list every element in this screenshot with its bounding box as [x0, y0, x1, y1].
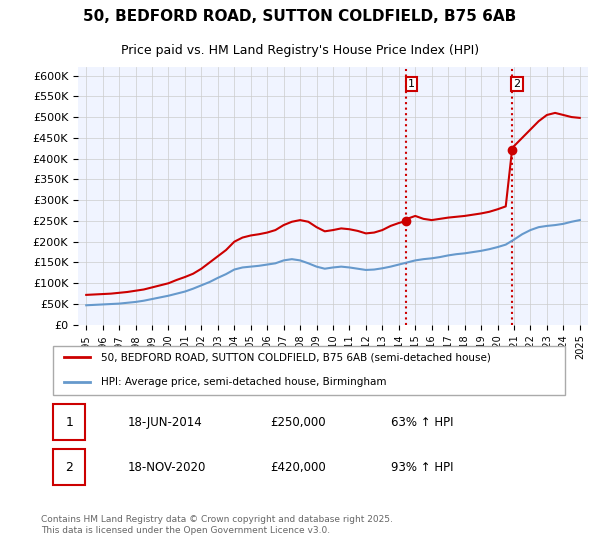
Text: 50, BEDFORD ROAD, SUTTON COLDFIELD, B75 6AB: 50, BEDFORD ROAD, SUTTON COLDFIELD, B75 … [83, 10, 517, 24]
Text: Price paid vs. HM Land Registry's House Price Index (HPI): Price paid vs. HM Land Registry's House … [121, 44, 479, 57]
Text: 93% ↑ HPI: 93% ↑ HPI [391, 460, 454, 474]
FancyBboxPatch shape [53, 449, 85, 485]
FancyBboxPatch shape [53, 346, 565, 395]
Text: 18-JUN-2014: 18-JUN-2014 [127, 416, 202, 429]
Text: 50, BEDFORD ROAD, SUTTON COLDFIELD, B75 6AB (semi-detached house): 50, BEDFORD ROAD, SUTTON COLDFIELD, B75 … [101, 352, 491, 362]
Text: £250,000: £250,000 [270, 416, 325, 429]
Text: 1: 1 [408, 79, 415, 89]
Text: 18-NOV-2020: 18-NOV-2020 [127, 460, 206, 474]
Text: HPI: Average price, semi-detached house, Birmingham: HPI: Average price, semi-detached house,… [101, 377, 386, 387]
Text: 2: 2 [65, 460, 73, 474]
Text: 1: 1 [65, 416, 73, 429]
FancyBboxPatch shape [53, 404, 85, 440]
Text: Contains HM Land Registry data © Crown copyright and database right 2025.
This d: Contains HM Land Registry data © Crown c… [41, 515, 393, 535]
Text: £420,000: £420,000 [270, 460, 326, 474]
Text: 2: 2 [514, 79, 520, 89]
Text: 63% ↑ HPI: 63% ↑ HPI [391, 416, 454, 429]
